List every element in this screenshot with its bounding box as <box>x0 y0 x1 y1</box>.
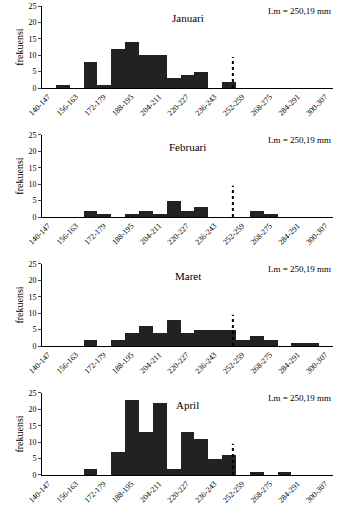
svg-text:156-163: 156-163 <box>55 93 80 118</box>
svg-text:frekuensi: frekuensi <box>14 28 25 65</box>
svg-text:236-243: 236-243 <box>193 351 218 376</box>
svg-text:5: 5 <box>32 67 36 76</box>
svg-text:Lm = 250,19 mm: Lm = 250,19 mm <box>268 6 331 16</box>
svg-text:204-211: 204-211 <box>138 93 163 118</box>
svg-text:268-275: 268-275 <box>249 93 274 118</box>
svg-text:5: 5 <box>32 325 36 334</box>
svg-text:156-163: 156-163 <box>55 351 80 376</box>
svg-text:172-179: 172-179 <box>83 93 108 118</box>
svg-text:188-195: 188-195 <box>110 479 135 504</box>
svg-text:300-307: 300-307 <box>304 479 329 504</box>
svg-text:172-179: 172-179 <box>83 222 108 247</box>
svg-text:20: 20 <box>28 147 36 156</box>
svg-text:15: 15 <box>28 35 36 44</box>
svg-text:Lm = 250,19 mm: Lm = 250,19 mm <box>268 264 331 274</box>
svg-text:220-227: 220-227 <box>166 93 191 118</box>
svg-text:268-275: 268-275 <box>249 479 274 504</box>
svg-text:156-163: 156-163 <box>55 222 80 247</box>
svg-text:204-211: 204-211 <box>138 351 163 376</box>
svg-text:5: 5 <box>32 454 36 463</box>
svg-text:10: 10 <box>28 51 36 60</box>
svg-text:252-259: 252-259 <box>221 479 246 504</box>
svg-text:15: 15 <box>28 293 36 302</box>
svg-text:300-307: 300-307 <box>304 93 329 118</box>
svg-text:284-291: 284-291 <box>277 351 302 376</box>
svg-text:25: 25 <box>28 389 36 398</box>
svg-text:10: 10 <box>28 180 36 189</box>
svg-text:140-147: 140-147 <box>27 93 52 118</box>
svg-text:284-291: 284-291 <box>277 93 302 118</box>
svg-text:Januari: Januari <box>172 12 204 24</box>
svg-text:236-243: 236-243 <box>193 479 218 504</box>
svg-text:frekuensi: frekuensi <box>14 415 25 452</box>
svg-text:Lm = 250,19 mm: Lm = 250,19 mm <box>268 393 331 403</box>
svg-text:284-291: 284-291 <box>277 222 302 247</box>
svg-text:140-147: 140-147 <box>27 351 52 376</box>
svg-text:172-179: 172-179 <box>83 351 108 376</box>
svg-text:25: 25 <box>28 2 36 11</box>
svg-text:140-147: 140-147 <box>27 222 52 247</box>
svg-text:Februari: Februari <box>169 141 206 153</box>
svg-text:252-259: 252-259 <box>221 93 246 118</box>
svg-text:frekuensi: frekuensi <box>14 286 25 323</box>
svg-text:140-147: 140-147 <box>27 479 52 504</box>
svg-text:220-227: 220-227 <box>166 222 191 247</box>
svg-text:5: 5 <box>32 196 36 205</box>
svg-text:268-275: 268-275 <box>249 351 274 376</box>
svg-text:156-163: 156-163 <box>55 479 80 504</box>
svg-text:April: April <box>176 399 199 411</box>
svg-text:220-227: 220-227 <box>166 351 191 376</box>
svg-text:268-275: 268-275 <box>249 222 274 247</box>
svg-text:172-179: 172-179 <box>83 479 108 504</box>
svg-text:15: 15 <box>28 422 36 431</box>
svg-text:20: 20 <box>28 18 36 27</box>
svg-text:220-227: 220-227 <box>166 479 191 504</box>
svg-text:15: 15 <box>28 164 36 173</box>
svg-text:0: 0 <box>32 471 36 480</box>
svg-text:Maret: Maret <box>175 270 201 282</box>
svg-text:10: 10 <box>28 309 36 318</box>
svg-text:204-211: 204-211 <box>138 479 163 504</box>
svg-text:25: 25 <box>28 260 36 269</box>
svg-text:25: 25 <box>28 131 36 140</box>
svg-text:236-243: 236-243 <box>193 222 218 247</box>
svg-text:252-259: 252-259 <box>221 222 246 247</box>
svg-text:300-307: 300-307 <box>304 351 329 376</box>
svg-text:284-291: 284-291 <box>277 479 302 504</box>
svg-text:0: 0 <box>32 213 36 222</box>
svg-text:188-195: 188-195 <box>110 93 135 118</box>
svg-text:10: 10 <box>28 438 36 447</box>
svg-text:frekuensi: frekuensi <box>14 157 25 194</box>
svg-text:300-307: 300-307 <box>304 222 329 247</box>
svg-text:20: 20 <box>28 405 36 414</box>
svg-text:20: 20 <box>28 276 36 285</box>
svg-text:188-195: 188-195 <box>110 222 135 247</box>
svg-text:Lm = 250,19 mm: Lm = 250,19 mm <box>268 135 331 145</box>
svg-text:252-259: 252-259 <box>221 351 246 376</box>
svg-text:0: 0 <box>32 84 36 93</box>
svg-text:204-211: 204-211 <box>138 222 163 247</box>
svg-text:236-243: 236-243 <box>193 93 218 118</box>
svg-text:188-195: 188-195 <box>110 351 135 376</box>
svg-text:0: 0 <box>32 342 36 351</box>
